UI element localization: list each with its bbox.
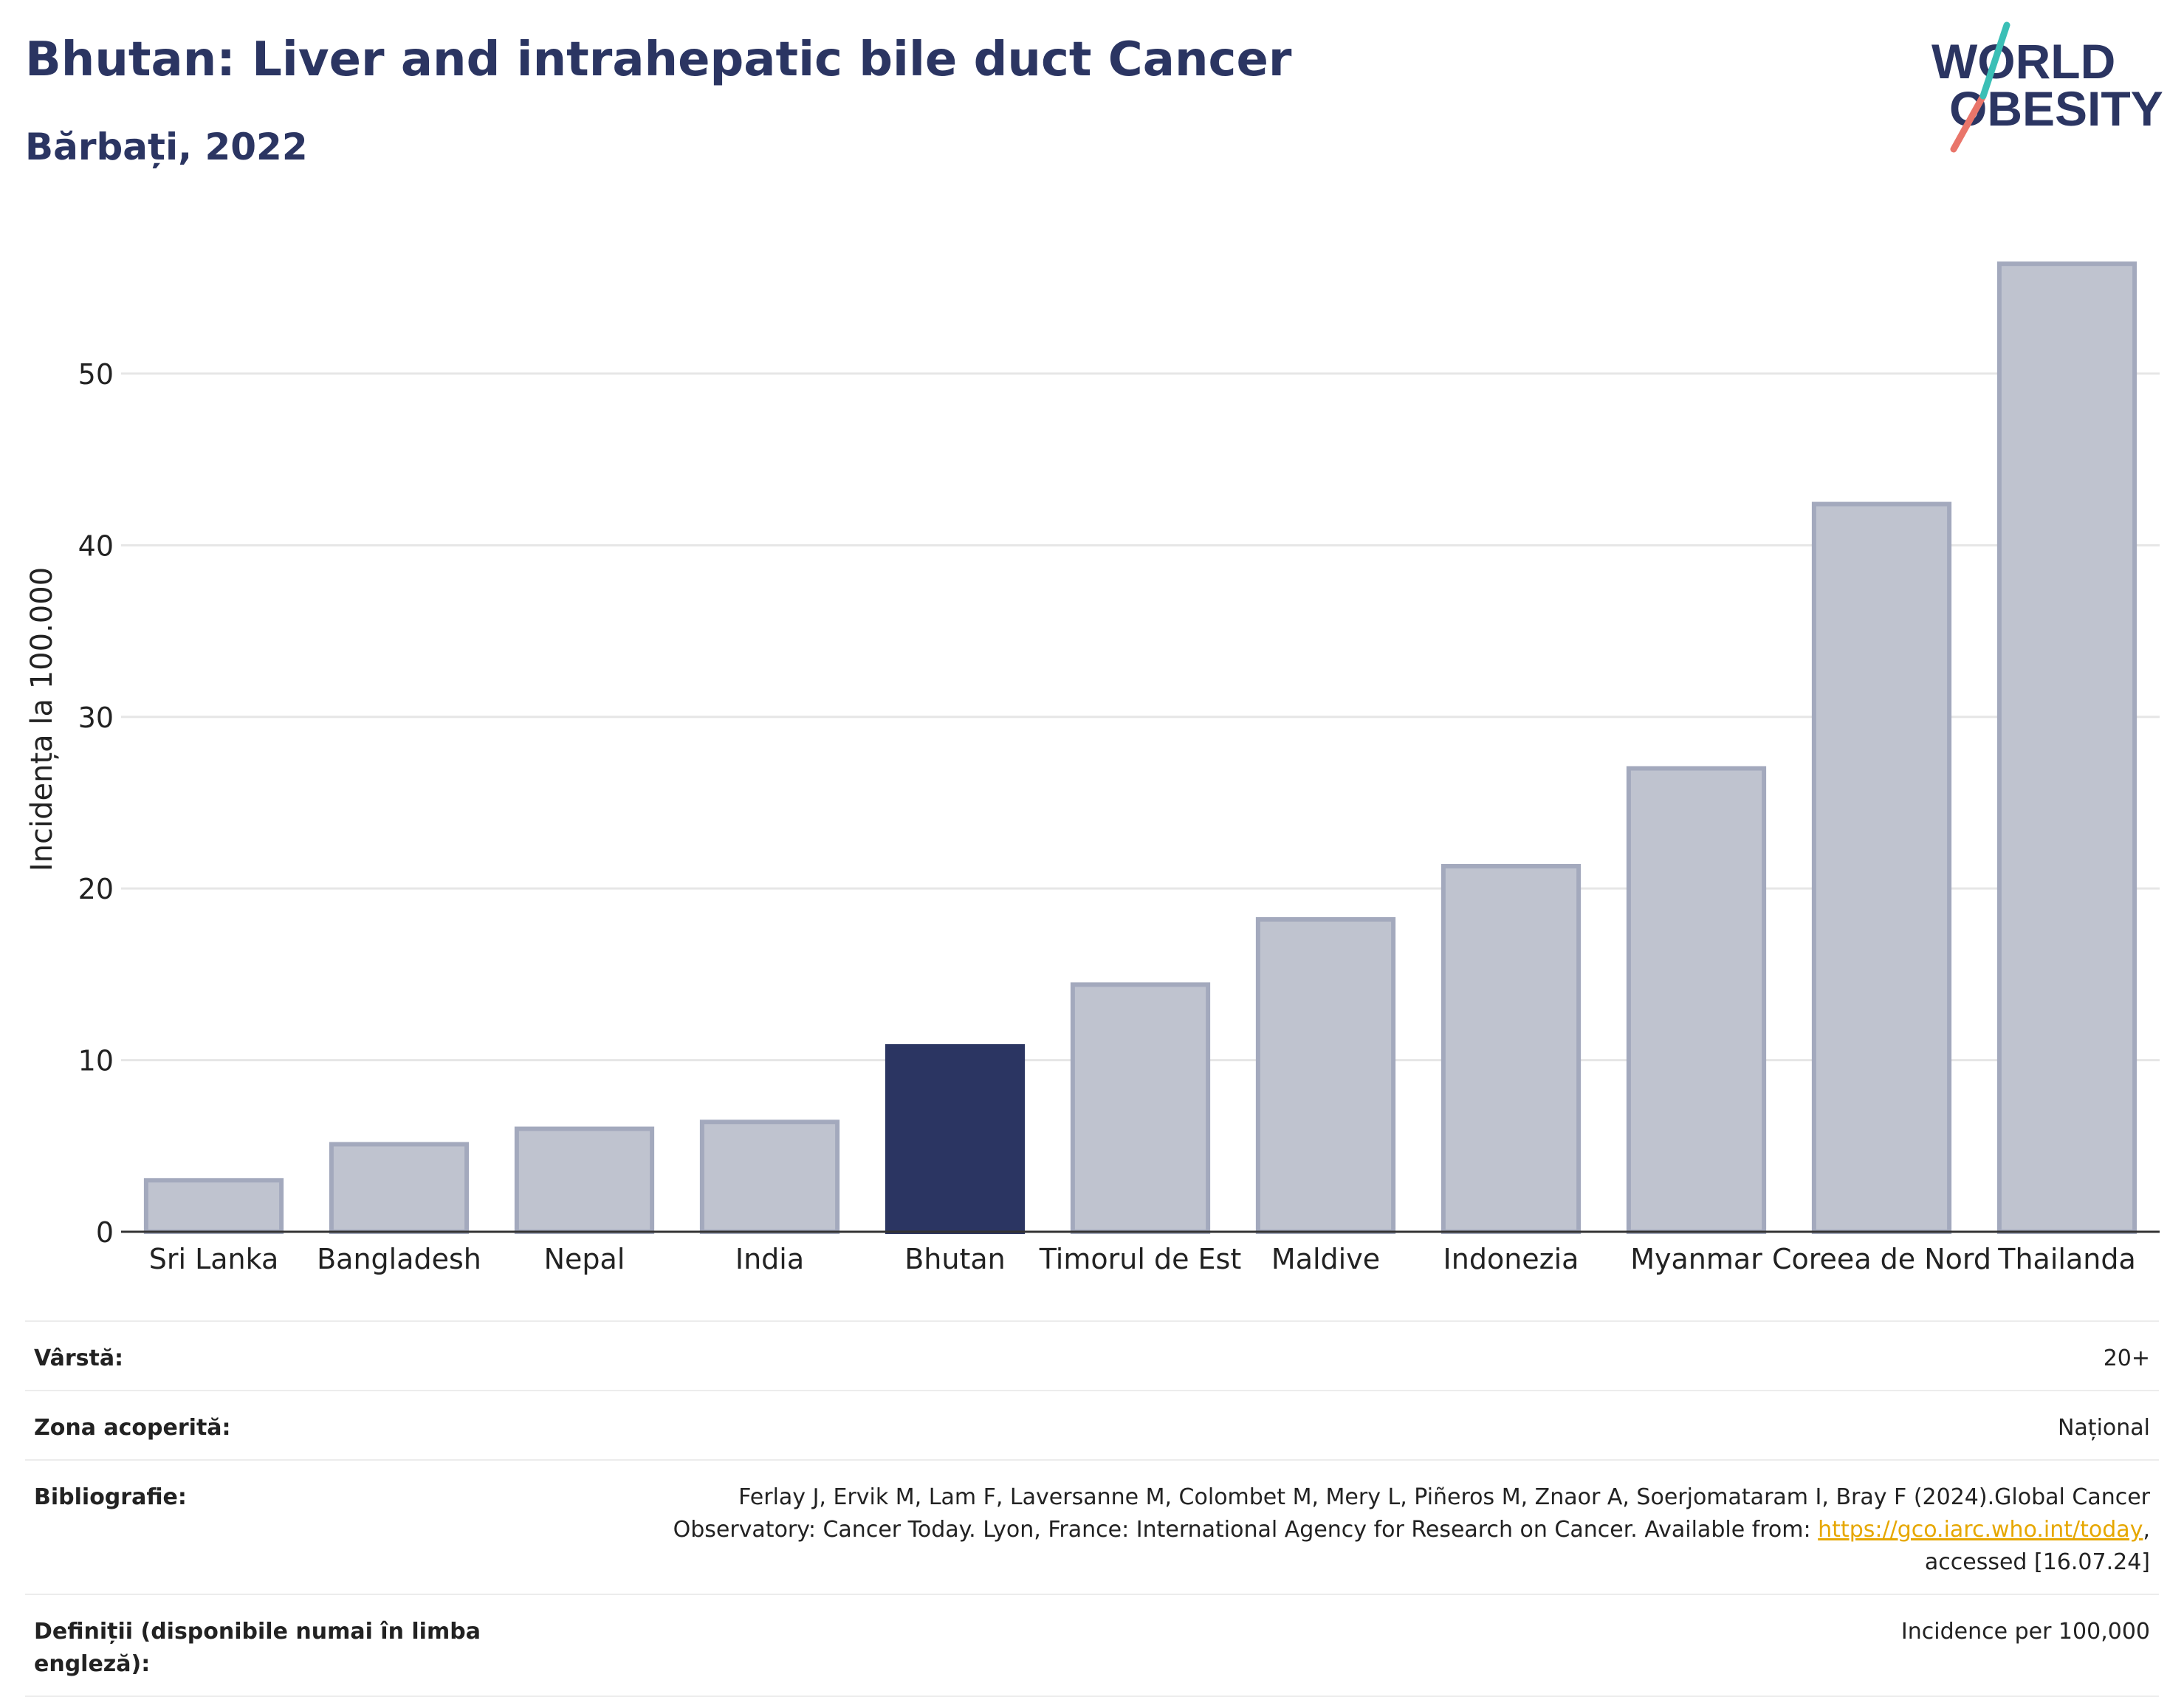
- y-tick-label: 20: [78, 873, 114, 905]
- logo-line1: WORLD: [1931, 34, 2115, 89]
- x-tick-label: Timorul de Est: [1039, 1243, 1242, 1275]
- logo-slash-teal: [1979, 21, 2010, 100]
- bar-myanmar: [1626, 766, 1767, 1234]
- bar-sri-lanka: [143, 1178, 284, 1235]
- bar-bhutan: [885, 1043, 1026, 1235]
- meta-row: Bibliografie: Ferlay J, Ervik M, Lam F, L…: [25, 1459, 2159, 1594]
- chart-subtitle: Bărbați, 2022: [25, 126, 308, 168]
- x-tick-label: Sri Lanka: [149, 1243, 279, 1275]
- meta-value: Incidence per 100,000: [1900, 1619, 2150, 1645]
- x-tick-label: Nepal: [544, 1243, 625, 1275]
- world-obesity-logo: WORLD OBESITY: [1931, 21, 2163, 153]
- y-tick-label: 30: [78, 702, 114, 734]
- source-link[interactable]: https://gco.iarc.who.int/today: [1818, 1517, 2143, 1543]
- x-tick-label: Bangladesh: [317, 1243, 481, 1275]
- y-tick-label: 0: [96, 1216, 114, 1249]
- x-tick-label: Thailanda: [1997, 1243, 2135, 1275]
- bar-thailanda: [1996, 261, 2137, 1235]
- bar-bangladesh: [329, 1142, 470, 1235]
- meta-label: Zona acoperită:: [34, 1415, 231, 1441]
- bar-nepal: [514, 1126, 655, 1235]
- bar-chart: Sri Lanka Bangladesh Nepal India Bhutan Timor…: [25, 261, 2160, 1275]
- meta-value: 20+: [2103, 1345, 2150, 1371]
- x-tick-label: Bhutan: [904, 1243, 1006, 1275]
- bar-coreea-de-nord: [1811, 501, 1952, 1234]
- meta-row: Vârstă: 20+: [25, 1320, 2159, 1390]
- meta-value: Național: [2057, 1415, 2150, 1441]
- meta-row: Zona acoperită: Național: [25, 1390, 2159, 1459]
- y-tick-labels: 0 10 20 30 40 50: [78, 358, 114, 1249]
- meta-row: Definiții (disponibile numai în limba en…: [25, 1594, 2159, 1697]
- logo-slash-coral: [1950, 92, 1987, 153]
- bar-indonezia: [1440, 863, 1582, 1234]
- x-tick-label: Indonezia: [1443, 1243, 1579, 1275]
- bar-maldive: [1255, 917, 1396, 1234]
- bar-timorul-de-est: [1070, 982, 1211, 1234]
- meta-label: Definiții (disponibile numai în limba en…: [34, 1619, 481, 1677]
- x-tick-label: India: [735, 1243, 804, 1275]
- meta-value: Ferlay J, Ervik M, Lam F, Laversanne M, …: [673, 1484, 2150, 1575]
- y-axis-label: Incidența la 100.000: [25, 567, 59, 871]
- y-tick-label: 40: [78, 529, 114, 562]
- meta-label: Vârstă:: [34, 1345, 124, 1371]
- bar-india: [699, 1120, 840, 1234]
- x-tick-label: Coreea de Nord: [1772, 1243, 1991, 1275]
- y-tick-label: 50: [78, 358, 114, 391]
- bars: [143, 261, 2137, 1235]
- meta-label: Bibliografie:: [34, 1484, 187, 1510]
- x-tick-label: Maldive: [1271, 1243, 1380, 1275]
- y-tick-label: 10: [78, 1045, 114, 1077]
- metadata-table: Vârstă: 20+ Zona acoperită: Național Bibliog…: [25, 1320, 2159, 1697]
- x-tick-label: Myanmar: [1630, 1243, 1762, 1275]
- chart-title: Bhutan: Liver and intrahepatic bile duct…: [25, 32, 1292, 87]
- x-tick-labels: Sri Lanka Bangladesh Nepal India Bhutan Timor…: [149, 1243, 2136, 1275]
